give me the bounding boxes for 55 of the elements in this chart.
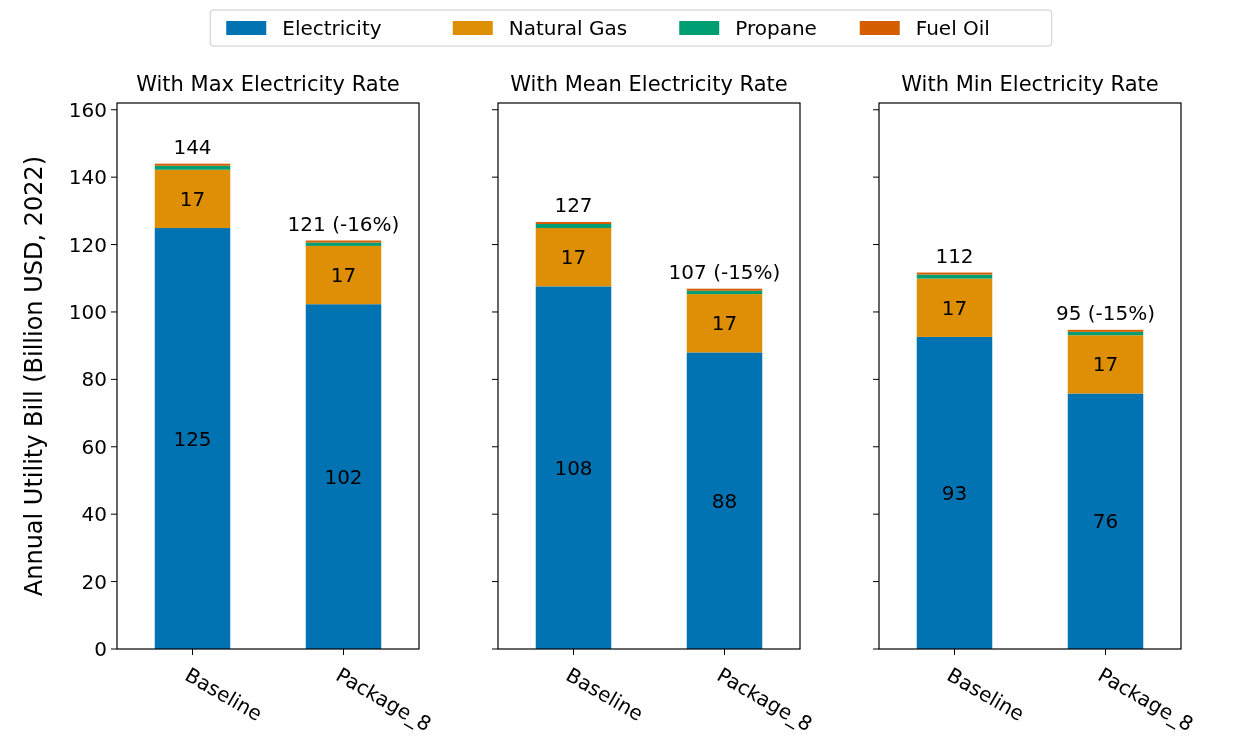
total-label: 127: [554, 192, 593, 217]
bar: [686, 294, 763, 353]
data-label: 17: [711, 311, 738, 336]
total-label: 144: [173, 134, 212, 159]
data-label: 108: [554, 455, 593, 480]
y-tick-label: 60: [81, 434, 107, 459]
bar: [1067, 329, 1144, 332]
chart-title: With Mean Electricity Rate: [510, 72, 788, 96]
total-label: 112: [935, 243, 974, 268]
data-label: 17: [560, 245, 587, 270]
total-label: 107 (-15%): [668, 259, 781, 284]
data-label: 17: [1092, 352, 1119, 377]
y-tick-label: 0: [94, 637, 107, 661]
bar: [535, 224, 612, 229]
data-label: 17: [330, 263, 357, 288]
y-tick-label: 120: [68, 232, 107, 257]
bar: [916, 336, 993, 649]
bar: [154, 169, 231, 229]
data-label: 93: [941, 480, 968, 505]
total-label: 95 (-15%): [1055, 300, 1156, 325]
data-label: 76: [1092, 509, 1119, 534]
chart-title: With Min Electricity Rate: [901, 72, 1159, 96]
legend-label: Electricity: [282, 16, 382, 40]
y-tick-label: 80: [81, 367, 107, 392]
data-label: 88: [711, 488, 738, 513]
bar: [154, 163, 231, 166]
data-label: 17: [941, 295, 968, 320]
bar: [1067, 393, 1144, 649]
data-label: 125: [173, 426, 212, 451]
data-label: 102: [324, 464, 363, 489]
bar: [916, 274, 993, 279]
data-label: 17: [179, 186, 206, 211]
bar: [686, 288, 763, 291]
y-tick-label: 40: [81, 502, 107, 527]
y-tick-label: 100: [68, 299, 107, 324]
legend-label: Propane: [735, 16, 817, 40]
bar: [305, 245, 382, 305]
y-tick-label: 20: [81, 569, 107, 594]
bar: [686, 352, 763, 649]
bar: [916, 272, 993, 275]
bar: [535, 228, 612, 287]
chart-title: With Max Electricity Rate: [136, 72, 400, 96]
bar: [535, 286, 612, 649]
bar: [154, 165, 231, 170]
y-tick-label: 160: [68, 97, 107, 122]
bar: [305, 304, 382, 649]
y-tick-label: 140: [68, 165, 107, 190]
y-axis-title: Annual Utility Bill (Billion USD, 2022): [20, 155, 48, 597]
bar: [916, 278, 993, 337]
legend-label: Natural Gas: [508, 16, 628, 40]
bar: [154, 228, 231, 649]
bar: [535, 221, 612, 224]
total-label: 121 (-16%): [287, 211, 400, 236]
legend-label: Fuel Oil: [915, 16, 990, 40]
bar: [1067, 335, 1144, 394]
